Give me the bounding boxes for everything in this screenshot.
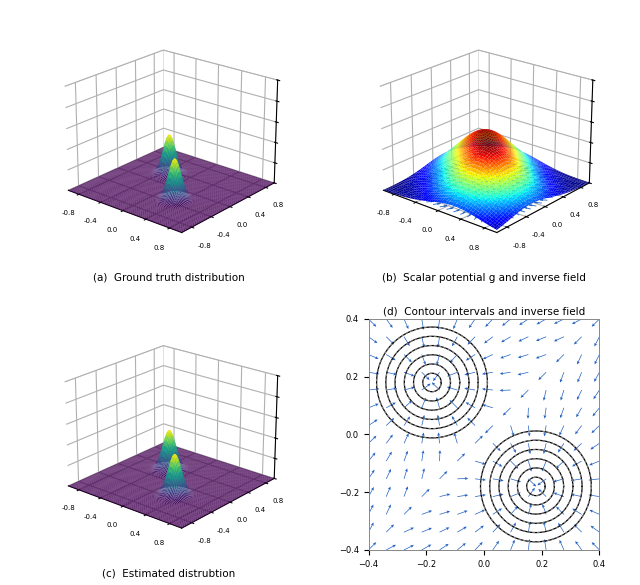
- Text: (b)  Scalar potential g and inverse field: (b) Scalar potential g and inverse field: [382, 273, 586, 283]
- Text: (a)  Ground truth distribution: (a) Ground truth distribution: [93, 273, 244, 283]
- Text: (c)  Estimated distrubtion: (c) Estimated distrubtion: [102, 569, 236, 579]
- Title: (d)  Contour intervals and inverse field: (d) Contour intervals and inverse field: [383, 307, 585, 317]
